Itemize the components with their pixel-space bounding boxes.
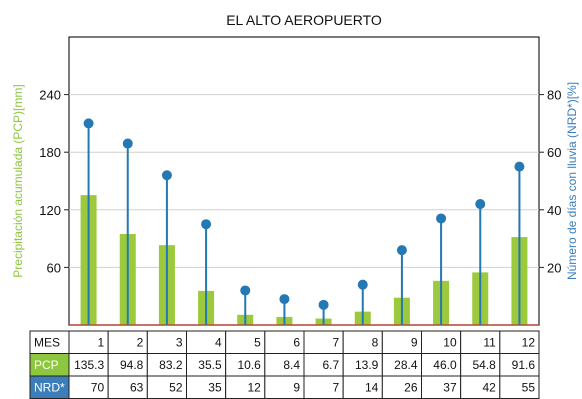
table-value: 42 xyxy=(482,381,496,395)
left-tick-label: 60 xyxy=(47,260,61,275)
table-value: 55 xyxy=(522,381,536,395)
right-axis-label: Número de días con lluvia (NRD*)[%] xyxy=(565,82,579,280)
right-axis-ticks: 20 40 60 80 xyxy=(539,88,561,275)
table-value: 28.4 xyxy=(394,358,418,372)
table-value: 1 xyxy=(97,336,104,350)
table-value: 35 xyxy=(208,381,222,395)
chart-title: EL ALTO AEROPUERTO xyxy=(226,12,382,28)
table-value: 4 xyxy=(215,336,222,350)
table-value: 9 xyxy=(411,336,418,350)
table-value: 26 xyxy=(404,381,418,395)
table-row-label: MES xyxy=(34,336,60,350)
table-value: 14 xyxy=(365,381,379,395)
right-tick-label: 80 xyxy=(547,88,561,103)
pcp-bars xyxy=(69,195,539,326)
table-value: 12 xyxy=(247,381,261,395)
table-value: 11 xyxy=(483,336,496,350)
nrd-point xyxy=(318,299,329,310)
table-value: 8 xyxy=(372,336,379,350)
nrd-point xyxy=(396,245,407,256)
left-tick-label: 180 xyxy=(39,145,61,160)
table-value: 7 xyxy=(332,336,339,350)
table-value: 63 xyxy=(130,381,144,395)
nrd-point xyxy=(83,118,94,129)
nrd-point xyxy=(514,161,525,172)
table-value: 35.5 xyxy=(198,358,222,372)
table-row-label: PCP xyxy=(34,358,59,372)
nrd-point xyxy=(357,279,368,290)
table-value: 13.9 xyxy=(355,358,379,372)
table-value: 52 xyxy=(169,381,183,395)
table-value: 8.4 xyxy=(283,358,300,372)
table-value: 5 xyxy=(254,336,261,350)
nrd-point xyxy=(240,285,251,296)
table-value: 37 xyxy=(443,381,457,395)
left-axis-ticks: 60 120 180 240 xyxy=(39,88,69,275)
right-tick-label: 40 xyxy=(547,203,561,218)
nrd-point xyxy=(201,219,212,230)
left-tick-label: 120 xyxy=(39,203,61,218)
table-value: 10 xyxy=(443,336,457,350)
nrd-point xyxy=(279,294,290,305)
table-value: 9 xyxy=(293,381,300,395)
table-value: 135.3 xyxy=(74,358,104,372)
table-value: 46.0 xyxy=(433,358,457,372)
table-value: 91.6 xyxy=(512,358,536,372)
table-value: 7 xyxy=(332,381,339,395)
table-value: 3 xyxy=(176,336,183,350)
nrd-point xyxy=(161,170,172,181)
table-value: 70 xyxy=(91,381,105,395)
table-value: 6 xyxy=(293,336,300,350)
table-value: 2 xyxy=(137,336,144,350)
table-value: 12 xyxy=(522,336,536,350)
nrd-point xyxy=(436,213,447,224)
nrd-point xyxy=(122,138,133,149)
table-value: 54.8 xyxy=(472,358,496,372)
left-axis-label: Precipitación acumulada (PCP)[mm] xyxy=(11,84,25,277)
table-value: 94.8 xyxy=(120,358,144,372)
table-value: 10.6 xyxy=(237,358,261,372)
left-tick-label: 240 xyxy=(39,88,61,103)
nrd-lollipops xyxy=(83,118,525,325)
plot-frame xyxy=(68,36,540,326)
nrd-point xyxy=(475,199,486,210)
gridlines xyxy=(69,94,539,268)
table-value: 6.7 xyxy=(322,358,339,372)
table-value: 83.2 xyxy=(159,358,183,372)
right-tick-label: 20 xyxy=(547,260,561,275)
right-tick-label: 60 xyxy=(547,145,561,160)
table-row-label: NRD* xyxy=(34,381,65,395)
